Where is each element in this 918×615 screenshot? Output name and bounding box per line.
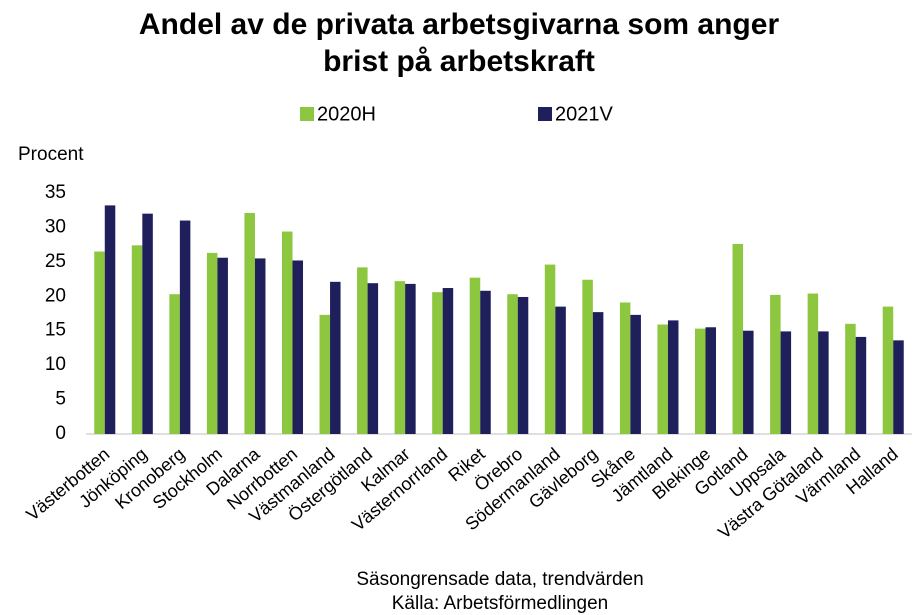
y-tick-label: 30 xyxy=(45,216,66,237)
bar xyxy=(394,281,406,434)
bar xyxy=(442,288,454,434)
bar xyxy=(807,293,819,434)
legend-swatch xyxy=(538,107,552,121)
bar xyxy=(281,231,293,434)
bar xyxy=(893,340,904,434)
bar xyxy=(780,331,792,434)
bar xyxy=(142,213,153,434)
legend-label: 2020H xyxy=(317,103,376,125)
bar xyxy=(367,283,379,434)
bar xyxy=(357,267,368,434)
legend-label: 2021V xyxy=(555,103,613,125)
bar xyxy=(480,290,491,434)
bar xyxy=(882,306,894,434)
bar xyxy=(845,323,856,434)
legend-swatch xyxy=(300,107,314,121)
bar xyxy=(507,294,518,434)
bar xyxy=(244,212,255,434)
bar xyxy=(705,327,717,434)
bar xyxy=(582,279,593,434)
bar xyxy=(319,314,331,434)
bar xyxy=(743,330,754,434)
bar xyxy=(657,324,668,434)
bar xyxy=(517,296,529,434)
bar xyxy=(254,258,266,434)
bar xyxy=(169,294,180,434)
bar xyxy=(619,302,631,434)
bar xyxy=(94,251,105,434)
bar xyxy=(630,314,641,434)
y-tick-label: 0 xyxy=(55,423,66,444)
bar xyxy=(667,320,679,434)
bar xyxy=(217,257,228,434)
subtitle: Säsongrensade data, trendvärden xyxy=(356,569,643,590)
y-tick-label: 10 xyxy=(45,354,66,375)
y-tick-label: 25 xyxy=(45,251,66,272)
y-axis-label: Procent xyxy=(18,144,84,165)
bar xyxy=(555,306,566,434)
bar xyxy=(179,220,191,434)
bar xyxy=(330,281,341,434)
bar xyxy=(292,260,304,434)
source: Källa: Arbetsförmedlingen xyxy=(392,593,609,614)
bar xyxy=(544,264,556,434)
bar xyxy=(694,328,706,434)
bar xyxy=(206,252,218,434)
y-tick-label: 5 xyxy=(55,389,66,410)
bar xyxy=(732,243,744,434)
chart-title: Andel av de privata arbetsgivarna som an… xyxy=(138,8,780,78)
bar xyxy=(405,283,416,434)
y-tick-label: 20 xyxy=(45,285,66,306)
bar xyxy=(469,277,481,434)
bar xyxy=(818,331,829,434)
bar xyxy=(592,312,604,434)
bar xyxy=(855,336,867,434)
bar xyxy=(770,294,781,434)
bar xyxy=(432,292,443,434)
bar xyxy=(131,245,143,434)
bar xyxy=(104,205,116,434)
y-tick-label: 35 xyxy=(45,182,66,203)
y-tick-label: 15 xyxy=(45,320,66,341)
